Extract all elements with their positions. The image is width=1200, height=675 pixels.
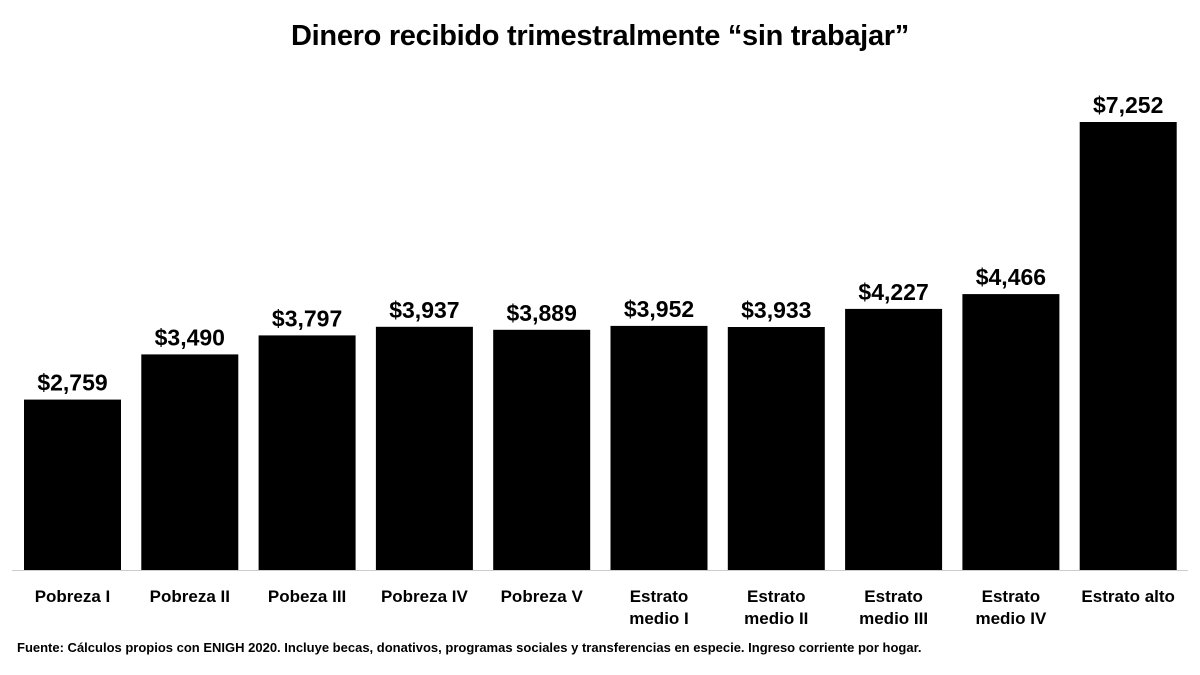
value-label-4: $3,937 (389, 297, 459, 323)
bar-2 (141, 354, 239, 570)
category-label-10: Estrato alto (1081, 587, 1175, 606)
category-label-4: Pobreza IV (381, 587, 469, 606)
category-label-9: Estrato medio IV (975, 587, 1047, 628)
bar-6 (610, 325, 708, 570)
bar-1 (24, 399, 121, 570)
bar-4 (375, 326, 473, 570)
bar-8 (845, 308, 943, 570)
value-label-8: $4,227 (858, 279, 928, 305)
category-label-3: Pobeza III (268, 587, 346, 606)
value-label-2: $3,490 (155, 324, 225, 350)
value-label-6: $3,952 (624, 296, 694, 322)
category-labels-layer: Pobreza I Pobreza II Pobeza III Pobreza IV P… (35, 587, 1175, 628)
bar-3 (258, 335, 356, 570)
category-label-5: Pobreza V (501, 587, 584, 606)
chart-title: Dinero recibido trimestralmente “sin tra… (291, 20, 909, 52)
value-label-10: $7,252 (1093, 92, 1163, 118)
source-note: Fuente: Cálculos propios con ENIGH 2020.… (17, 640, 922, 655)
bar-9 (962, 294, 1060, 570)
bars-layer (24, 122, 1177, 570)
category-label-7: Estrato medio II (744, 587, 808, 628)
bar-10 (1079, 122, 1177, 570)
bar-7 (727, 327, 825, 570)
category-label-8: Estrato medio III (859, 587, 928, 628)
value-label-3: $3,797 (272, 305, 342, 331)
value-labels-layer: $2,759 $3,490 $3,797 $3,937 $3,889 $3,952 $3,9… (37, 92, 1163, 396)
value-label-7: $3,933 (741, 297, 811, 323)
category-label-2: Pobreza II (150, 587, 230, 606)
value-label-9: $4,466 (976, 264, 1046, 290)
value-label-5: $3,889 (507, 300, 577, 326)
bar-5 (493, 329, 591, 570)
category-label-6: Estrato medio I (629, 587, 689, 628)
category-label-1: Pobreza I (35, 587, 111, 606)
value-label-1: $2,759 (37, 370, 107, 396)
